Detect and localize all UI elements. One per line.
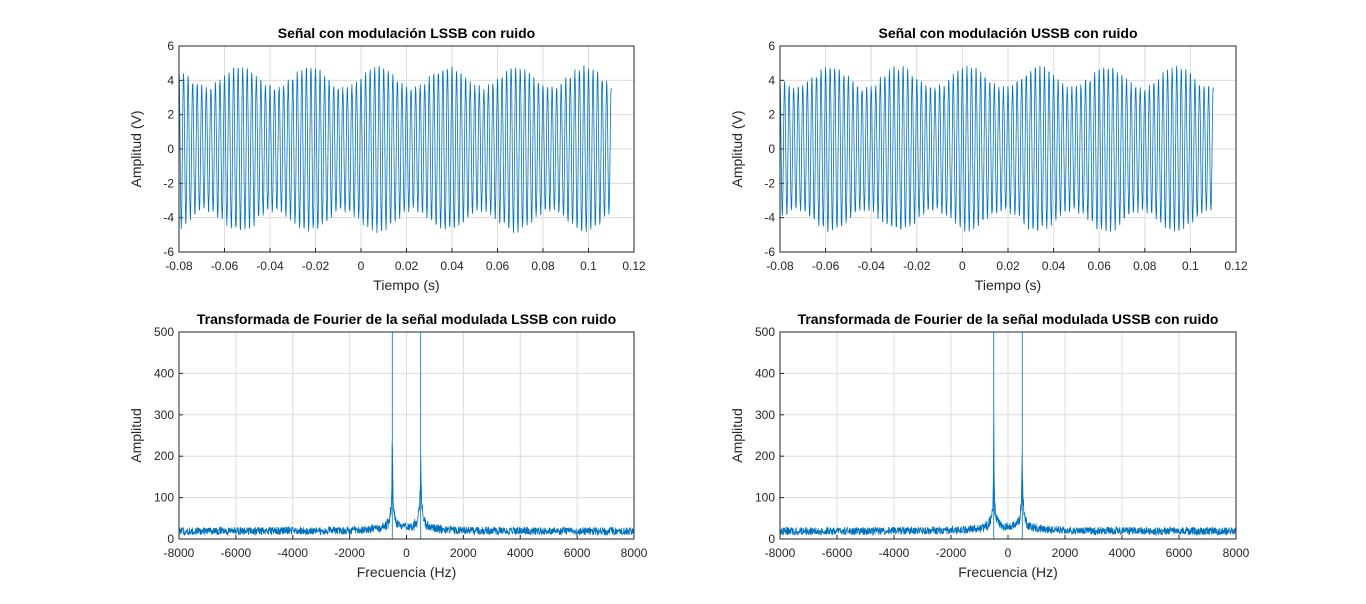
x-tick-label: 0.02 [996, 259, 1020, 273]
chart-title: Señal con modulación USSB con ruido [878, 25, 1137, 41]
y-axis-label: Amplitud (V) [729, 110, 745, 187]
lssb-time-plot: -0.08 -0.06 -0.04 -0.02 0 0.02 0.04 0.06 0.08 0.1… [128, 25, 646, 293]
x-tick-label: -4000 [879, 546, 910, 560]
x-tick-label: 0.08 [1133, 259, 1157, 273]
y-tick-label: 6 [167, 39, 174, 53]
x-tick-label: 0.06 [486, 259, 510, 273]
y-tick-label: 200 [755, 449, 775, 463]
x-tick-label: 0.04 [1042, 259, 1066, 273]
y-tick-label: 100 [154, 491, 174, 505]
y-axis-label: Amplitud [729, 408, 745, 462]
lssb-spectrum-plot: -8000 -6000 -4000 -2000 0 2000 4000 6000 8000 0 10… [128, 311, 648, 580]
series-line [179, 65, 612, 234]
x-tick-label: 0.06 [1088, 259, 1112, 273]
x-tick-label: 0 [358, 259, 365, 273]
x-tick-label: 2000 [1052, 546, 1079, 560]
y-axis-label: Amplitud [128, 408, 144, 462]
x-tick-label: 8000 [621, 546, 648, 560]
y-tick-label: 0 [768, 532, 775, 546]
ussb-spectrum-plot: -8000 -6000 -4000 -2000 0 2000 4000 6000 8000 0 10… [729, 311, 1250, 580]
y-tick-label: 300 [154, 408, 174, 422]
chart-title: Señal con modulación LSSB con ruido [278, 25, 535, 41]
x-tick-label: -8000 [765, 546, 796, 560]
y-tick-label: 4 [768, 73, 775, 87]
y-tick-label: 4 [167, 73, 174, 87]
y-tick-label: 0 [167, 142, 174, 156]
y-tick-label: 400 [154, 366, 174, 380]
y-axis-label: Amplitud (V) [128, 110, 144, 187]
x-tick-label: -2000 [334, 546, 365, 560]
x-tick-label: -8000 [164, 546, 195, 560]
x-tick-label: -0.04 [256, 259, 284, 273]
ussb-time-plot: -0.08 -0.06 -0.04 -0.02 0 0.02 0.04 0.06 0.08 0.1… [729, 25, 1248, 293]
x-tick-label: -0.06 [211, 259, 239, 273]
x-tick-label: 8000 [1223, 546, 1250, 560]
x-tick-label: 0.1 [1182, 259, 1199, 273]
x-tick-label: 0 [1005, 546, 1012, 560]
axes-box [779, 45, 1237, 253]
x-tick-label: -0.08 [766, 259, 794, 273]
x-tick-label: 0.12 [622, 259, 646, 273]
x-axis-label: Frecuencia (Hz) [357, 564, 457, 580]
x-tick-label: 0.12 [1224, 259, 1248, 273]
y-tick-label: -2 [764, 176, 775, 190]
y-tick-label: 2 [768, 108, 775, 122]
x-tick-label: -2000 [936, 546, 967, 560]
axes-box [178, 45, 635, 253]
x-tick-label: -0.08 [165, 259, 193, 273]
x-axis-label: Frecuencia (Hz) [958, 564, 1058, 580]
x-tick-label: 0 [959, 259, 966, 273]
axes-box [779, 331, 1237, 540]
series-line [179, 332, 634, 539]
x-tick-label: 4000 [1109, 546, 1136, 560]
y-tick-label: 500 [154, 325, 174, 339]
y-tick-label: -6 [764, 245, 775, 259]
x-tick-label: -0.06 [812, 259, 840, 273]
x-tick-label: 0.04 [440, 259, 464, 273]
x-tick-label: 6000 [1166, 546, 1193, 560]
x-tick-label: 0.02 [395, 259, 419, 273]
y-tick-label: 200 [154, 449, 174, 463]
x-tick-label: 6000 [564, 546, 591, 560]
y-tick-label: -6 [163, 245, 174, 259]
y-tick-label: -4 [163, 211, 174, 225]
y-tick-label: 0 [768, 142, 775, 156]
chart-title: Transformada de Fourier de la señal modu… [197, 311, 616, 327]
y-tick-label: 2 [167, 108, 174, 122]
x-axis-label: Tiempo (s) [975, 277, 1041, 293]
x-tick-label: 2000 [450, 546, 477, 560]
x-tick-label: 0 [403, 546, 410, 560]
y-tick-label: 6 [768, 39, 775, 53]
chart-title: Transformada de Fourier de la señal modu… [798, 311, 1219, 327]
x-tick-label: 4000 [507, 546, 534, 560]
y-tick-label: -2 [163, 176, 174, 190]
x-tick-label: -0.02 [903, 259, 931, 273]
x-tick-label: -6000 [221, 546, 252, 560]
x-axis-label: Tiempo (s) [373, 277, 439, 293]
y-tick-label: -4 [764, 211, 775, 225]
series-line [780, 65, 1214, 233]
x-tick-label: -6000 [822, 546, 853, 560]
y-tick-label: 500 [755, 325, 775, 339]
y-tick-label: 400 [755, 366, 775, 380]
y-tick-label: 300 [755, 408, 775, 422]
axes-box [178, 331, 635, 540]
x-tick-label: -0.02 [302, 259, 330, 273]
y-tick-label: 100 [755, 491, 775, 505]
x-tick-label: -4000 [277, 546, 308, 560]
x-tick-label: 0.1 [580, 259, 597, 273]
series-line [780, 332, 1236, 539]
x-tick-label: 0.08 [531, 259, 555, 273]
y-tick-label: 0 [167, 532, 174, 546]
x-tick-label: -0.04 [858, 259, 886, 273]
